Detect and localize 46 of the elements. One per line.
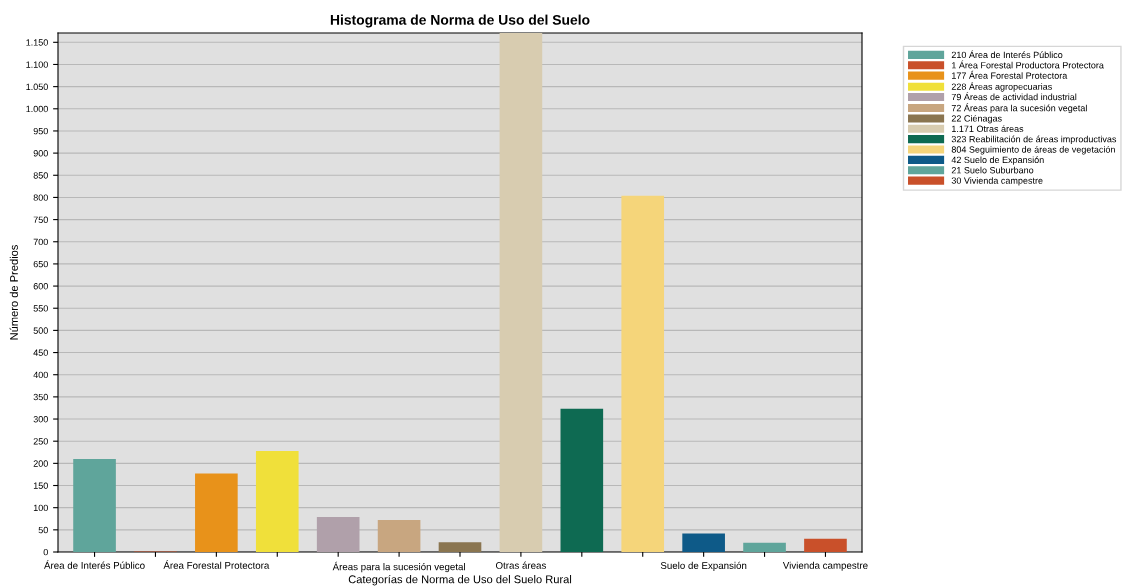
y-tick-label: 100	[33, 504, 48, 512]
x-tick-label: Áreas para la sucesión vegetal	[332, 561, 465, 573]
legend-label: 1 Área Forestal Productora Protectora	[952, 60, 1104, 69]
x-tick-label: Área de Interés Público	[44, 560, 145, 569]
y-tick-label: 250	[33, 438, 48, 445]
y-tick-label: 350	[33, 393, 48, 401]
y-tick-label: 450	[33, 349, 48, 356]
x-tick-label: Vivienda campestre	[782, 561, 868, 571]
legend-label: 79 Áreas de actividad industrial	[951, 92, 1077, 101]
legend-label: 228 Áreas agropecuarias	[951, 81, 1052, 92]
y-tick-label: 1.150	[26, 39, 48, 46]
y-tick-label: 650	[33, 260, 48, 268]
y-tick-label: 200	[33, 460, 48, 467]
y-tick-label: 1.050	[26, 83, 48, 90]
y-tick-label: 150	[33, 482, 48, 489]
x-tick-label: Área Forestal Protectora	[163, 560, 270, 569]
y-tick-label: 1.000	[26, 105, 48, 113]
y-tick-label: 700	[33, 238, 48, 246]
legend-label: 30 Vivienda campestre	[951, 177, 1043, 186]
legend-label: 22 Ciénagas	[951, 114, 1002, 124]
y-tick-label: 550	[33, 305, 48, 312]
y-axis-title: Número de Predios	[9, 245, 18, 340]
legend-label: 804 Seguimiento de áreas de vegetación	[951, 145, 1115, 155]
legend-label: 210 Área de Interés Público	[951, 50, 1063, 59]
legend-label: 323 Reabilitación de áreas improductivas	[951, 135, 1117, 145]
y-tick-label: 300	[33, 416, 48, 423]
x-axis-title: Categorías de Norma de Uso del Suelo Rural	[348, 574, 572, 586]
y-tick-label: 750	[33, 216, 48, 223]
x-tick-label: Otras áreas	[495, 561, 546, 569]
y-tick-label: 850	[33, 172, 48, 179]
legend-label: 72 Áreas para la sucesión vegetal	[951, 103, 1087, 114]
y-tick-label: 500	[33, 327, 48, 334]
legend-label: 1.171 Otras áreas	[952, 125, 1024, 132]
legend-label: 42 Suelo de Expansión	[951, 156, 1044, 165]
y-tick-label: 950	[33, 127, 48, 135]
x-tick-label: Suelo de Expansión	[660, 561, 747, 571]
legend-label: 21 Suelo Suburbano	[951, 166, 1034, 174]
y-tick-label: 900	[33, 150, 48, 157]
y-tick-label: 0	[43, 548, 48, 556]
y-tick-label: 600	[33, 283, 48, 290]
legend-label: 177 Área Forestal Protectora	[952, 70, 1068, 79]
chart-title: Histograma de Norma de Uso del Suelo	[330, 14, 590, 28]
y-tick-label: 50	[38, 526, 48, 534]
y-tick-label: 800	[33, 194, 48, 201]
y-tick-label: 400	[33, 371, 48, 379]
y-tick-label: 1.100	[26, 61, 48, 68]
